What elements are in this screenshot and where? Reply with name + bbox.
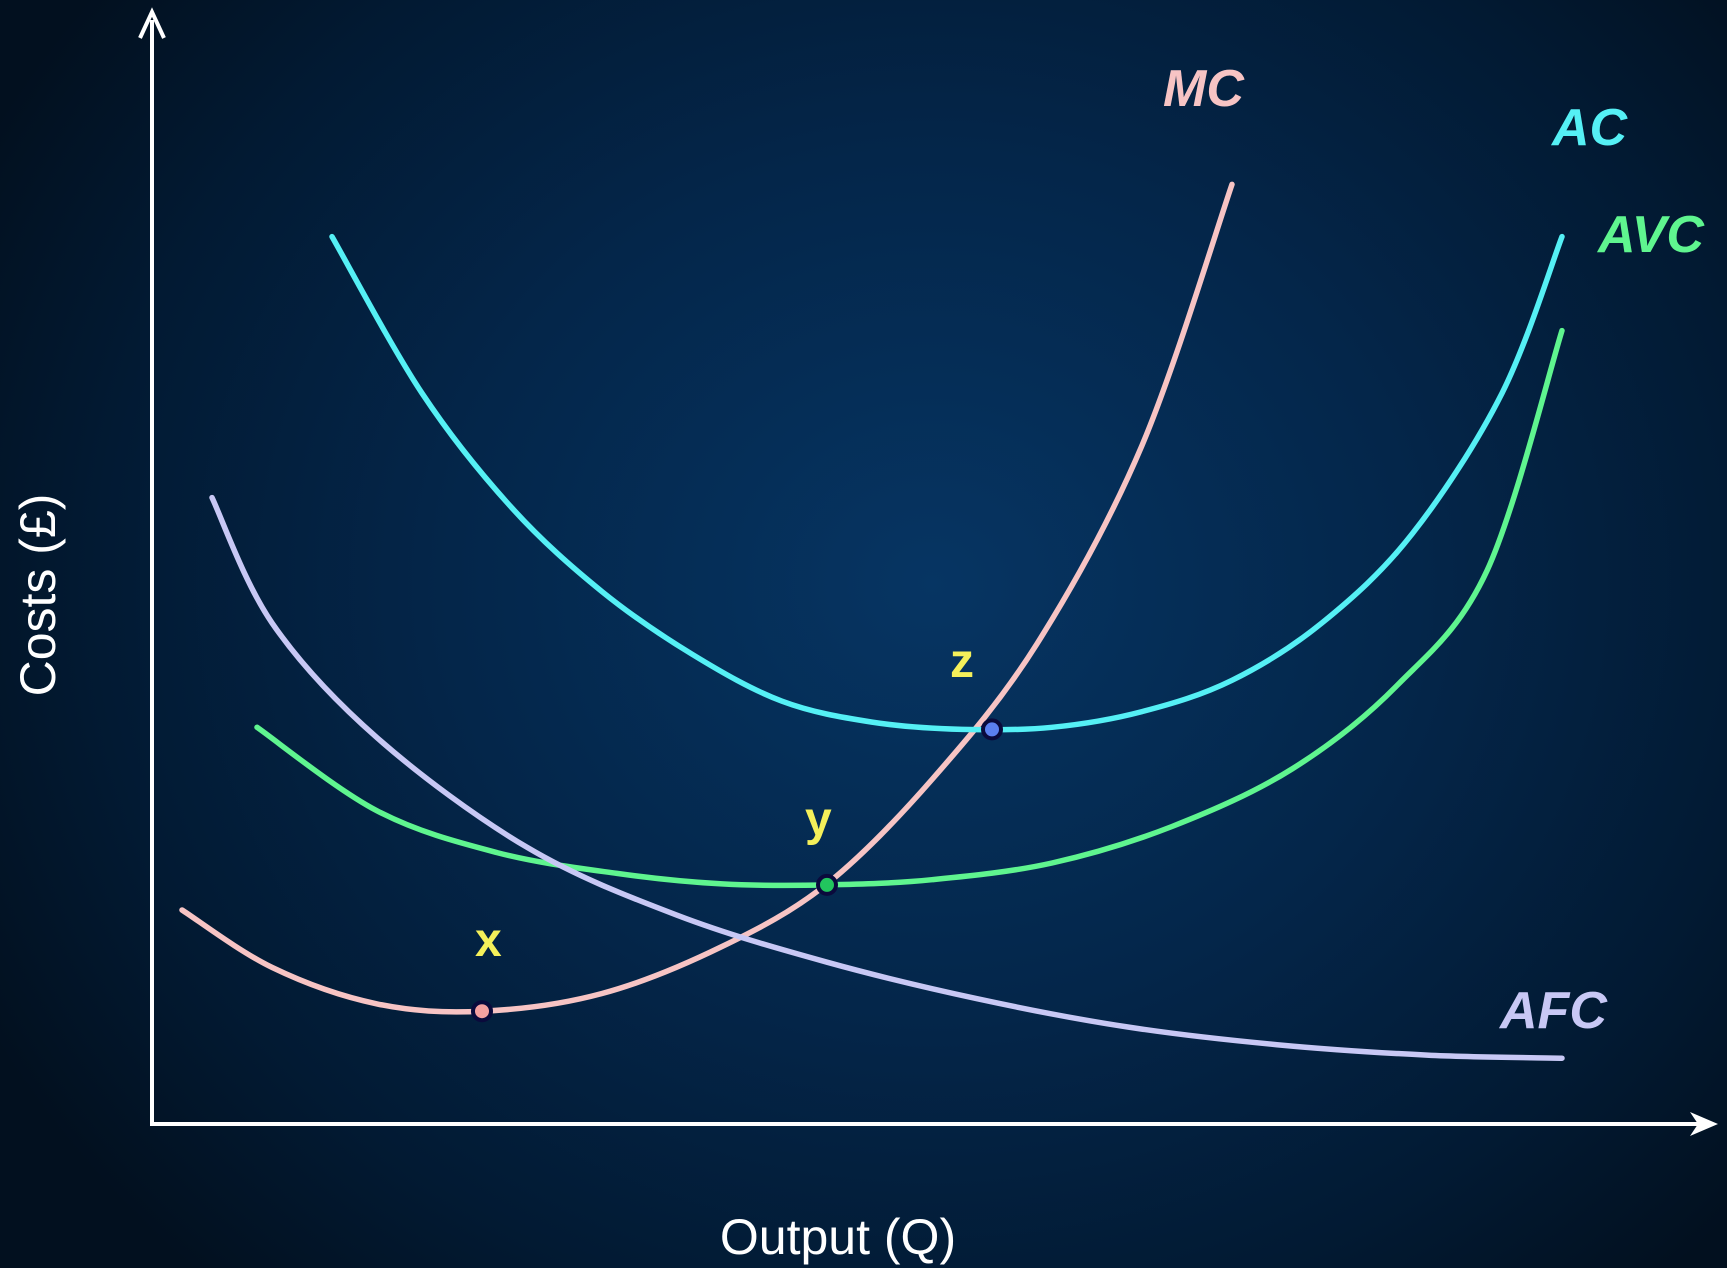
y-axis-title: Costs (£) [10, 494, 66, 697]
series-line-avc [254, 327, 1565, 889]
series-label-afc: AFC [1498, 982, 1608, 1040]
y-axis-arrow [138, 7, 166, 39]
point-label-z: z [950, 635, 974, 688]
point-marker-z [981, 718, 1003, 741]
marked-points [471, 718, 1003, 1023]
axes [138, 7, 1718, 1136]
series-label-avc: AVC [1596, 206, 1705, 264]
curves [179, 181, 1565, 1061]
x-axis-title: Output (Q) [720, 1209, 956, 1265]
series-label-mc: MC [1163, 60, 1245, 118]
series-line-ac [329, 233, 1565, 733]
series-labels: MC AC AVC AFC [1163, 60, 1705, 1040]
point-labels: x y z [475, 635, 974, 967]
series-label-ac: AC [1550, 99, 1629, 157]
point-marker-y [816, 873, 838, 896]
x-axis-arrow [1690, 1112, 1718, 1136]
series-line-mc [179, 181, 1235, 1015]
point-marker-x [471, 1000, 493, 1023]
point-label-x: x [475, 914, 502, 967]
point-label-y: y [805, 793, 832, 846]
series-line-afc [209, 494, 1565, 1061]
